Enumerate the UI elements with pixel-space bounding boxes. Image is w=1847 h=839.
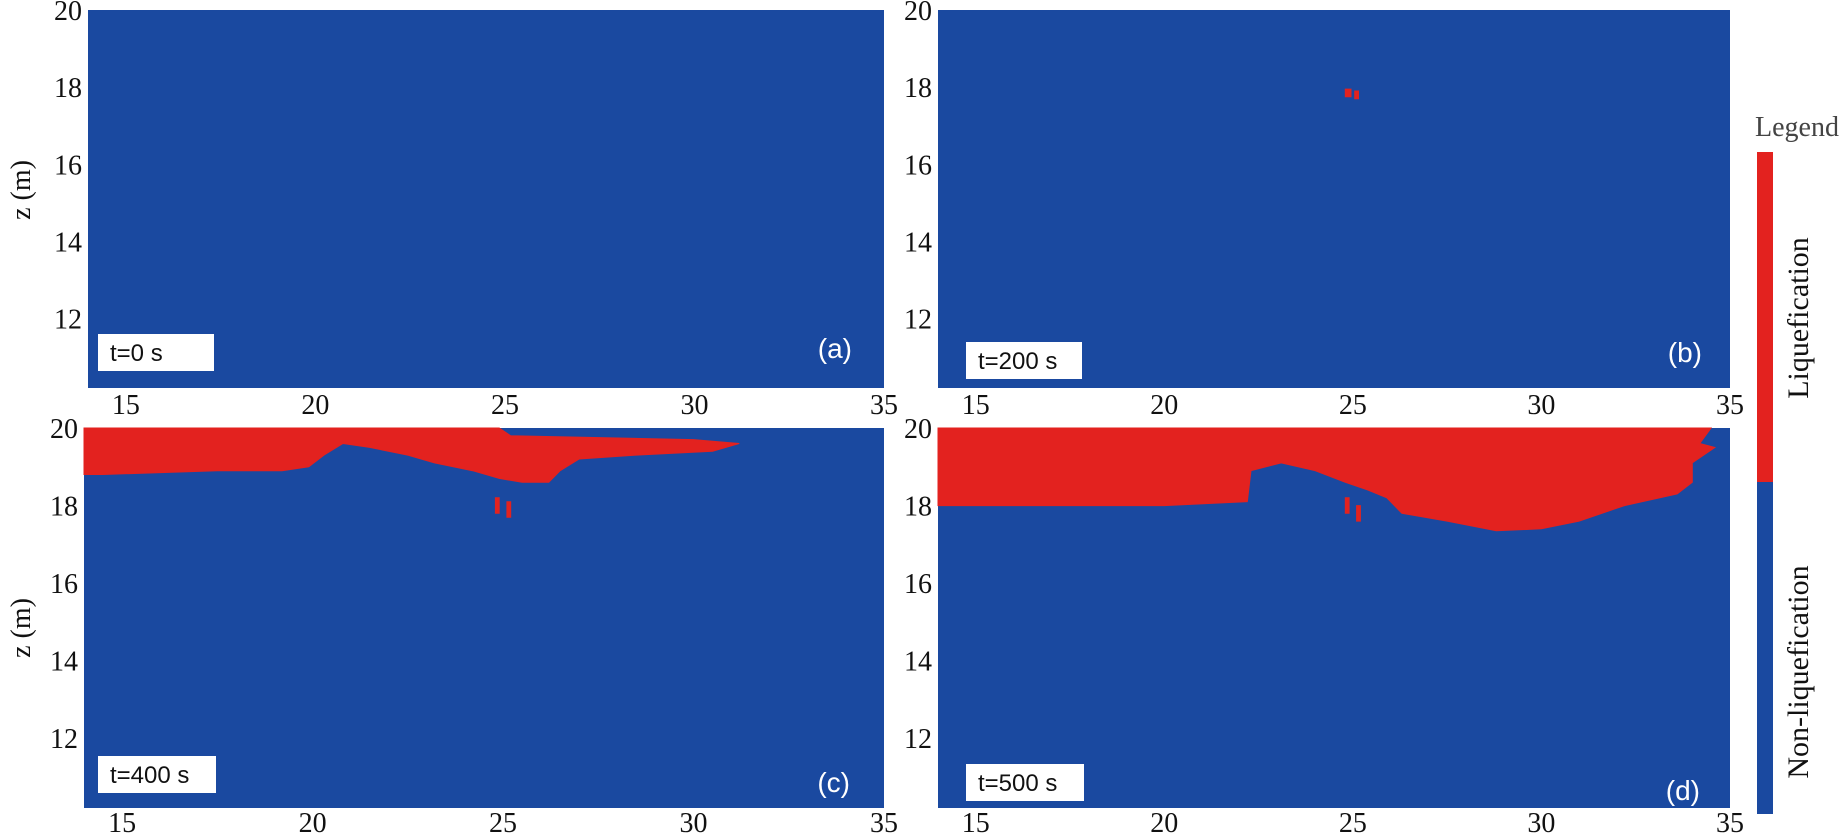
x-tick-label: 25: [1339, 390, 1367, 421]
panel-label: (c): [817, 767, 850, 798]
x-tick-label: 35: [1716, 808, 1744, 839]
x-tick-label: 20: [1150, 390, 1178, 421]
non-liquefaction-field: [84, 428, 884, 808]
panels: 15 20 25 30 35 12 14 16 18 20 z (m) t=0 s (a) 15 20 25 3…: [6, 0, 1744, 839]
liquefaction-region-3: [1356, 505, 1361, 522]
y-tick-label: 18: [904, 492, 932, 523]
y-tick-label: 12: [54, 305, 82, 336]
liquefaction-region-2: [1344, 497, 1350, 514]
y-tick-label: 16: [54, 150, 82, 181]
y-tick-label: 12: [904, 724, 932, 755]
time-label-box: [98, 756, 216, 793]
legend: Legend Liquefication Non-liquefication: [1755, 112, 1839, 814]
y-tick-label: 14: [904, 647, 932, 678]
y-tick-label: 18: [904, 73, 932, 104]
x-tick-label: 15: [108, 808, 136, 839]
x-tick-label: 20: [299, 808, 327, 839]
time-label-box: [966, 342, 1082, 379]
x-tick-label: 30: [1527, 390, 1555, 421]
x-tick-label: 30: [680, 390, 708, 421]
y-tick-label: 18: [50, 492, 78, 523]
panel-label: (d): [1666, 775, 1700, 806]
x-tick-label: 35: [870, 390, 898, 421]
panel-label: (a): [818, 333, 852, 364]
y-axis-label: z (m): [6, 160, 37, 220]
liquefaction-region-1: [937, 427, 1717, 532]
legend-non-liquefaction-label: Non-liquefication: [1782, 565, 1815, 778]
y-tick-label: 12: [50, 724, 78, 755]
panel-b: 15 20 25 30 35 12 14 16 18 20 t=200 s (b): [904, 0, 1744, 421]
x-tick-label: 30: [1527, 808, 1555, 839]
x-tick-label: 15: [112, 390, 140, 421]
liquefaction-region-2: [1354, 90, 1359, 100]
x-tick-label: 25: [491, 390, 519, 421]
legend-non-liquefaction-bar: [1757, 482, 1773, 814]
y-tick-label: 14: [50, 647, 78, 678]
legend-title: Legend: [1755, 112, 1839, 143]
x-tick-label: 35: [870, 808, 898, 839]
time-label: t=200 s: [978, 348, 1057, 375]
non-liquefaction-field: [88, 10, 884, 388]
y-tick-label: 16: [50, 569, 78, 600]
panel-d: 15 20 25 30 35 12 14 16 18 20 t=500 s (d): [904, 414, 1744, 839]
time-label: t=500 s: [978, 770, 1057, 797]
y-tick-label: 18: [54, 73, 82, 104]
x-tick-label: 20: [1150, 808, 1178, 839]
y-tick-label: 20: [50, 414, 78, 445]
y-tick-label: 20: [904, 0, 932, 27]
liquefaction-region-1: [83, 427, 740, 483]
panel-label: (b): [1668, 337, 1702, 368]
y-tick-label: 20: [54, 0, 82, 27]
time-label-box: [966, 764, 1084, 801]
x-tick-label: 15: [962, 808, 990, 839]
liquefaction-region-3: [506, 501, 512, 518]
panel-a: 15 20 25 30 35 12 14 16 18 20 z (m) t=0 s (a): [6, 0, 898, 421]
y-tick-label: 12: [904, 305, 932, 336]
x-tick-label: 20: [301, 390, 329, 421]
y-tick-label: 16: [904, 150, 932, 181]
y-tick-label: 14: [54, 227, 82, 258]
y-tick-label: 20: [904, 414, 932, 445]
x-tick-label: 30: [680, 808, 708, 839]
liquefaction-region-1: [1344, 88, 1352, 98]
x-tick-label: 35: [1716, 390, 1744, 421]
non-liquefaction-field: [938, 10, 1730, 388]
x-tick-label: 25: [1339, 808, 1367, 839]
y-tick-label: 14: [904, 227, 932, 258]
x-tick-label: 15: [962, 390, 990, 421]
y-tick-label: 16: [904, 569, 932, 600]
time-label: t=400 s: [110, 762, 189, 789]
time-label-box: [98, 334, 214, 371]
panel-c: 15 20 25 30 35 12 14 16 18 20 z (m) t=400 s (c): [6, 414, 898, 839]
legend-liquefaction-bar: [1757, 152, 1773, 482]
y-axis-label: z (m): [6, 598, 37, 658]
time-label: t=0 s: [110, 340, 163, 367]
legend-liquefaction-label: Liquefication: [1782, 237, 1815, 399]
x-tick-label: 25: [489, 808, 517, 839]
liquefaction-region-2: [494, 497, 500, 514]
